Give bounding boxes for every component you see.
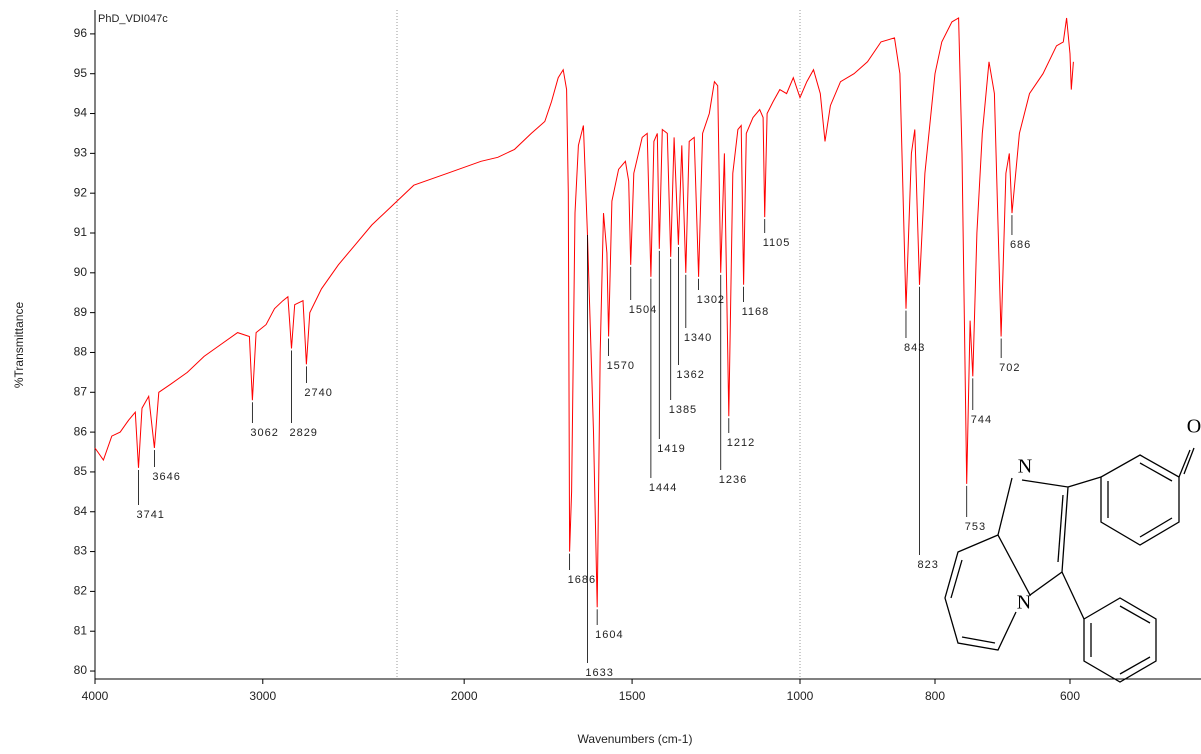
peak-label: 823 <box>917 559 938 571</box>
peak-label: 1570 <box>607 360 635 372</box>
y-tick-label: 94 <box>74 106 88 120</box>
peak-label: 1504 <box>629 304 657 316</box>
peak-label: 1419 <box>657 443 685 455</box>
y-tick-label: 85 <box>74 464 88 478</box>
peak-label: 1444 <box>649 482 677 494</box>
x-tick-label: 1500 <box>619 689 646 703</box>
peak-label: 3646 <box>152 471 180 483</box>
x-tick-label: 600 <box>1060 689 1080 703</box>
y-tick-label: 84 <box>74 504 88 518</box>
structure: N N O <box>944 416 1201 683</box>
atom-label: N <box>1017 592 1031 614</box>
peak-label: 753 <box>965 521 986 533</box>
x-tick-label: 3000 <box>249 689 276 703</box>
y-axis-label: %Transmittance <box>12 302 26 389</box>
peak-label: 1385 <box>669 404 697 416</box>
benzene <box>1100 454 1180 546</box>
peak-label: 1105 <box>763 237 791 249</box>
x-tick-label: 1000 <box>787 689 814 703</box>
imidazole <box>997 477 1069 596</box>
y-tick-label: 80 <box>74 663 88 677</box>
series-label: PhD_VDI047c <box>98 13 168 25</box>
peak-label: 1168 <box>742 306 770 318</box>
y-tick-label: 88 <box>74 345 88 359</box>
y-tick-label: 92 <box>74 185 88 199</box>
pyridine <box>944 534 1017 651</box>
x-tick-label: 4000 <box>82 689 109 703</box>
peak-label: 744 <box>971 414 992 426</box>
peak-label: 3741 <box>136 509 164 521</box>
y-tick-label: 83 <box>74 544 88 558</box>
atom-label: O <box>1187 416 1201 438</box>
y-tick-label: 89 <box>74 305 88 319</box>
y-tick-label: 81 <box>74 623 88 637</box>
peak-label: 1633 <box>585 667 613 679</box>
peak-label: 1302 <box>697 294 725 306</box>
peak-label: 1212 <box>727 437 755 449</box>
y-tick-label: 82 <box>74 584 88 598</box>
peak-label: 843 <box>904 342 925 354</box>
spectrum <box>94 17 1074 608</box>
y-tick-label: 90 <box>74 265 88 279</box>
peak-label: 1340 <box>684 332 712 344</box>
y-tick-label: 96 <box>74 26 88 40</box>
peak-label: 702 <box>999 362 1020 374</box>
x-tick-label: 800 <box>925 689 945 703</box>
y-tick-label: 93 <box>74 146 88 160</box>
y-tick-label: 91 <box>74 225 88 239</box>
peak-label: 686 <box>1010 239 1031 251</box>
peak-label: 1686 <box>568 574 596 586</box>
peak-label: 1236 <box>719 474 747 486</box>
peak-label: 1362 <box>676 369 704 381</box>
peak-label: 2829 <box>289 427 317 439</box>
x-axis-label: Wavenumbers (cm-1) <box>578 732 693 746</box>
x-tick-label: 2000 <box>451 689 478 703</box>
peak-label: 2740 <box>304 387 332 399</box>
atom-label: N <box>1018 456 1032 478</box>
peak-label: 3062 <box>250 427 278 439</box>
phenyl <box>1083 597 1157 683</box>
y-tick-label: 86 <box>74 424 88 438</box>
y-tick-label: 87 <box>74 384 88 398</box>
peak-label: 1604 <box>595 629 623 641</box>
y-tick-label: 95 <box>74 66 88 80</box>
